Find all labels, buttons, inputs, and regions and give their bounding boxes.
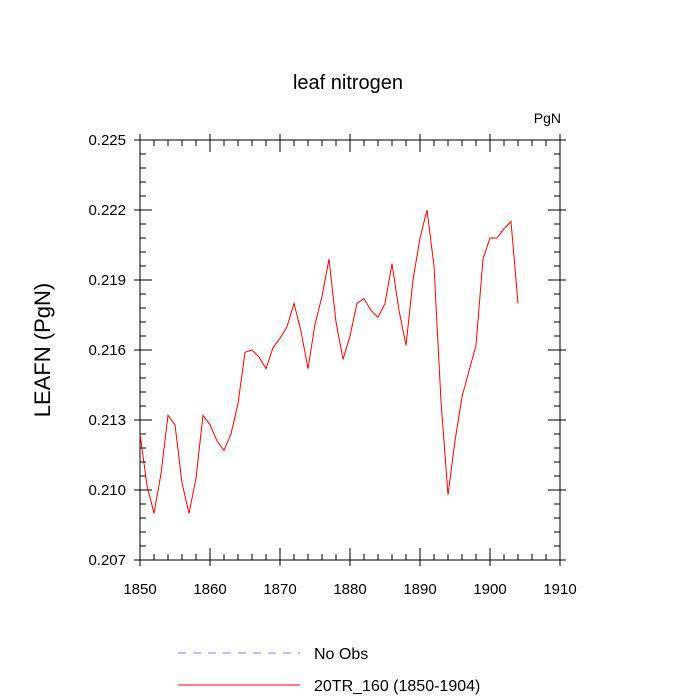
y-axis-label: LEAFN (PgN) [30, 283, 55, 417]
y-tick-label: 0.216 [88, 342, 126, 359]
plot-frame [139, 139, 561, 561]
x-tick-labels: 1850 1860 1870 1880 1890 1900 1910 [123, 581, 576, 598]
x-tick-label: 1900 [473, 581, 506, 598]
legend-label: 20TR_160 (1850-1904) [314, 678, 480, 695]
series-layer [139, 209, 519, 514]
x-tick-label: 1910 [543, 581, 576, 598]
chart-title: leaf nitrogen [293, 72, 403, 94]
axis-ticks [134, 134, 566, 566]
units-label: PgN [534, 110, 561, 126]
y-tick-label: 0.225 [88, 132, 126, 149]
legend-label: No Obs [314, 646, 368, 663]
y-tick-label: 0.222 [88, 202, 126, 219]
x-tick-label: 1850 [123, 581, 156, 598]
y-tick-label: 0.210 [88, 482, 126, 499]
x-tick-label: 1870 [263, 581, 296, 598]
y-tick-label: 0.219 [88, 272, 126, 289]
y-tick-label: 0.213 [88, 412, 126, 429]
x-tick-label: 1880 [333, 581, 366, 598]
legend: No Obs 20TR_160 (1850-1904) [178, 646, 480, 695]
series-line [139, 209, 519, 514]
x-tick-label: 1890 [403, 581, 436, 598]
y-tick-labels: 0.207 0.210 0.213 0.216 0.219 0.222 0.225 [88, 132, 126, 569]
x-tick-label: 1860 [193, 581, 226, 598]
y-tick-label: 0.207 [88, 552, 126, 569]
